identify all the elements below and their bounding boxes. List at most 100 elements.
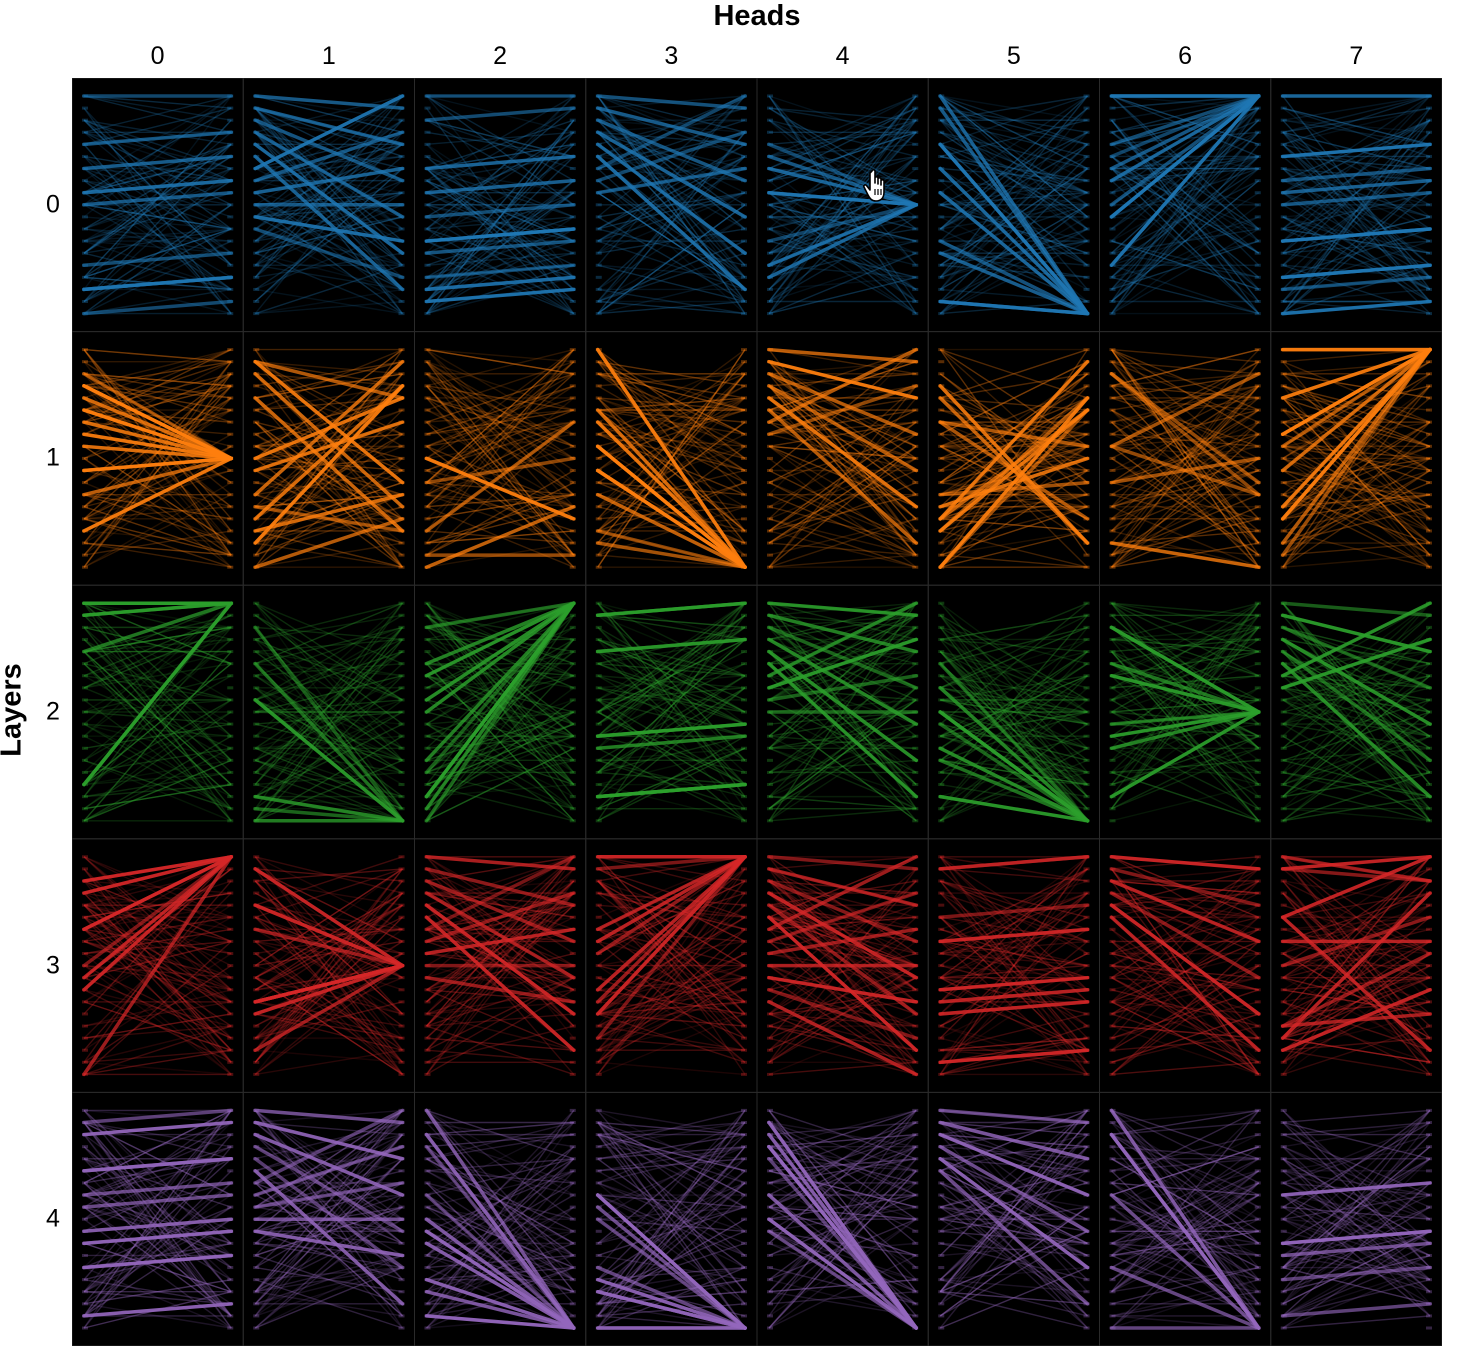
token-marker <box>595 396 602 400</box>
attention-heads-grid[interactable] <box>72 78 1442 1346</box>
attention-line <box>426 349 575 459</box>
attention-cell-layer-0-head-4[interactable] <box>756 78 929 333</box>
heads-axis-title: Heads <box>713 0 801 32</box>
token-marker <box>938 481 945 485</box>
token-marker <box>912 215 919 219</box>
token-marker <box>1083 203 1090 207</box>
attention-line <box>597 349 746 496</box>
attention-cell-layer-1-head-1[interactable] <box>242 331 415 586</box>
token-marker <box>938 154 945 158</box>
attention-line <box>255 481 403 532</box>
attention-cell-layer-2-head-0[interactable] <box>72 584 244 840</box>
attention-cell-layer-0-head-2[interactable] <box>414 78 587 333</box>
attention-line <box>83 457 232 568</box>
attention-line <box>83 228 232 254</box>
attention-line <box>1111 107 1260 242</box>
attention-cell-layer-1-head-5[interactable] <box>927 331 1100 586</box>
attention-line <box>254 421 403 568</box>
token-marker <box>1083 118 1090 122</box>
attention-line <box>254 143 403 230</box>
attention-cell-layer-1-head-4[interactable] <box>756 331 929 586</box>
attention-line <box>940 348 1088 399</box>
attention-line-strong <box>938 106 1090 316</box>
attention-line-strong <box>596 94 747 110</box>
attention-line <box>1282 421 1431 520</box>
attention-line <box>1111 469 1260 532</box>
attention-line <box>768 385 917 544</box>
attention-cell-layer-1-head-6[interactable] <box>1099 331 1272 586</box>
attention-line <box>83 397 232 544</box>
attention-line <box>1282 228 1431 254</box>
attention-line <box>83 95 232 121</box>
attention-cell-layer-0-head-5[interactable] <box>927 78 1100 333</box>
token-marker <box>424 408 431 412</box>
token-marker <box>1426 432 1432 436</box>
attention-cell-layer-1-head-2[interactable] <box>414 331 587 586</box>
attention-cell-layer-0-head-6[interactable] <box>1099 78 1272 333</box>
attention-line-strong <box>253 384 405 521</box>
token-marker <box>767 106 773 110</box>
attention-cell-layer-1-head-0[interactable] <box>72 331 244 586</box>
attention-line <box>425 349 575 508</box>
attention-line <box>939 107 1088 182</box>
attention-cell-layer-0-head-1[interactable] <box>242 78 415 333</box>
attention-line <box>1282 409 1431 568</box>
attention-line <box>255 300 403 315</box>
token-marker <box>741 227 747 231</box>
attention-line <box>597 421 746 532</box>
token-marker <box>82 179 88 183</box>
attention-line <box>597 397 746 411</box>
attention-line <box>768 348 917 399</box>
attention-cell-layer-1-head-3[interactable] <box>585 331 758 586</box>
attention-line <box>426 445 575 556</box>
attention-line <box>1282 143 1431 290</box>
token-marker <box>1083 94 1090 98</box>
attention-line <box>1282 493 1431 520</box>
attention-line-strong <box>424 263 576 280</box>
attention-line <box>768 421 917 508</box>
attention-line <box>1111 204 1260 315</box>
attention-line <box>254 155 403 278</box>
attention-cell-layer-0-head-7[interactable] <box>1270 78 1442 333</box>
attention-line <box>597 421 746 520</box>
attention-line <box>426 348 574 375</box>
attention-cell-layer-0-head-0[interactable] <box>72 78 244 333</box>
attention-line <box>940 493 1088 508</box>
token-marker <box>82 517 88 521</box>
attention-line <box>1111 240 1259 291</box>
attention-cell-layer-0-head-3[interactable] <box>585 78 758 333</box>
attention-line <box>83 252 232 291</box>
attention-line <box>768 409 917 520</box>
token-marker <box>912 420 919 424</box>
attention-line <box>768 204 917 254</box>
attention-line <box>597 167 746 242</box>
attention-line <box>597 493 746 532</box>
attention-line <box>939 385 1088 472</box>
token-marker <box>1109 227 1116 231</box>
attention-line <box>83 409 232 556</box>
attention-line <box>426 493 574 520</box>
attention-line <box>83 119 232 266</box>
attention-line-strong <box>82 396 233 461</box>
token-marker <box>1426 372 1432 376</box>
attention-line <box>254 469 403 532</box>
token-marker <box>912 227 919 231</box>
token-marker <box>227 444 234 448</box>
attention-line <box>597 192 746 291</box>
attention-line-strong <box>424 239 576 255</box>
token-marker <box>938 118 945 122</box>
attention-cell-layer-1-head-7[interactable] <box>1270 331 1442 586</box>
attention-line <box>597 554 746 568</box>
attention-line <box>1282 506 1431 544</box>
attention-line <box>940 107 1088 146</box>
attention-line <box>1110 385 1260 544</box>
token-marker <box>1254 142 1261 146</box>
token-marker <box>82 300 88 304</box>
token-marker <box>767 505 773 509</box>
attention-line <box>83 469 232 508</box>
token-marker <box>424 384 431 388</box>
attention-line <box>939 155 1088 230</box>
attention-line <box>83 143 232 315</box>
attention-line <box>940 457 1088 496</box>
attention-line <box>83 107 232 146</box>
